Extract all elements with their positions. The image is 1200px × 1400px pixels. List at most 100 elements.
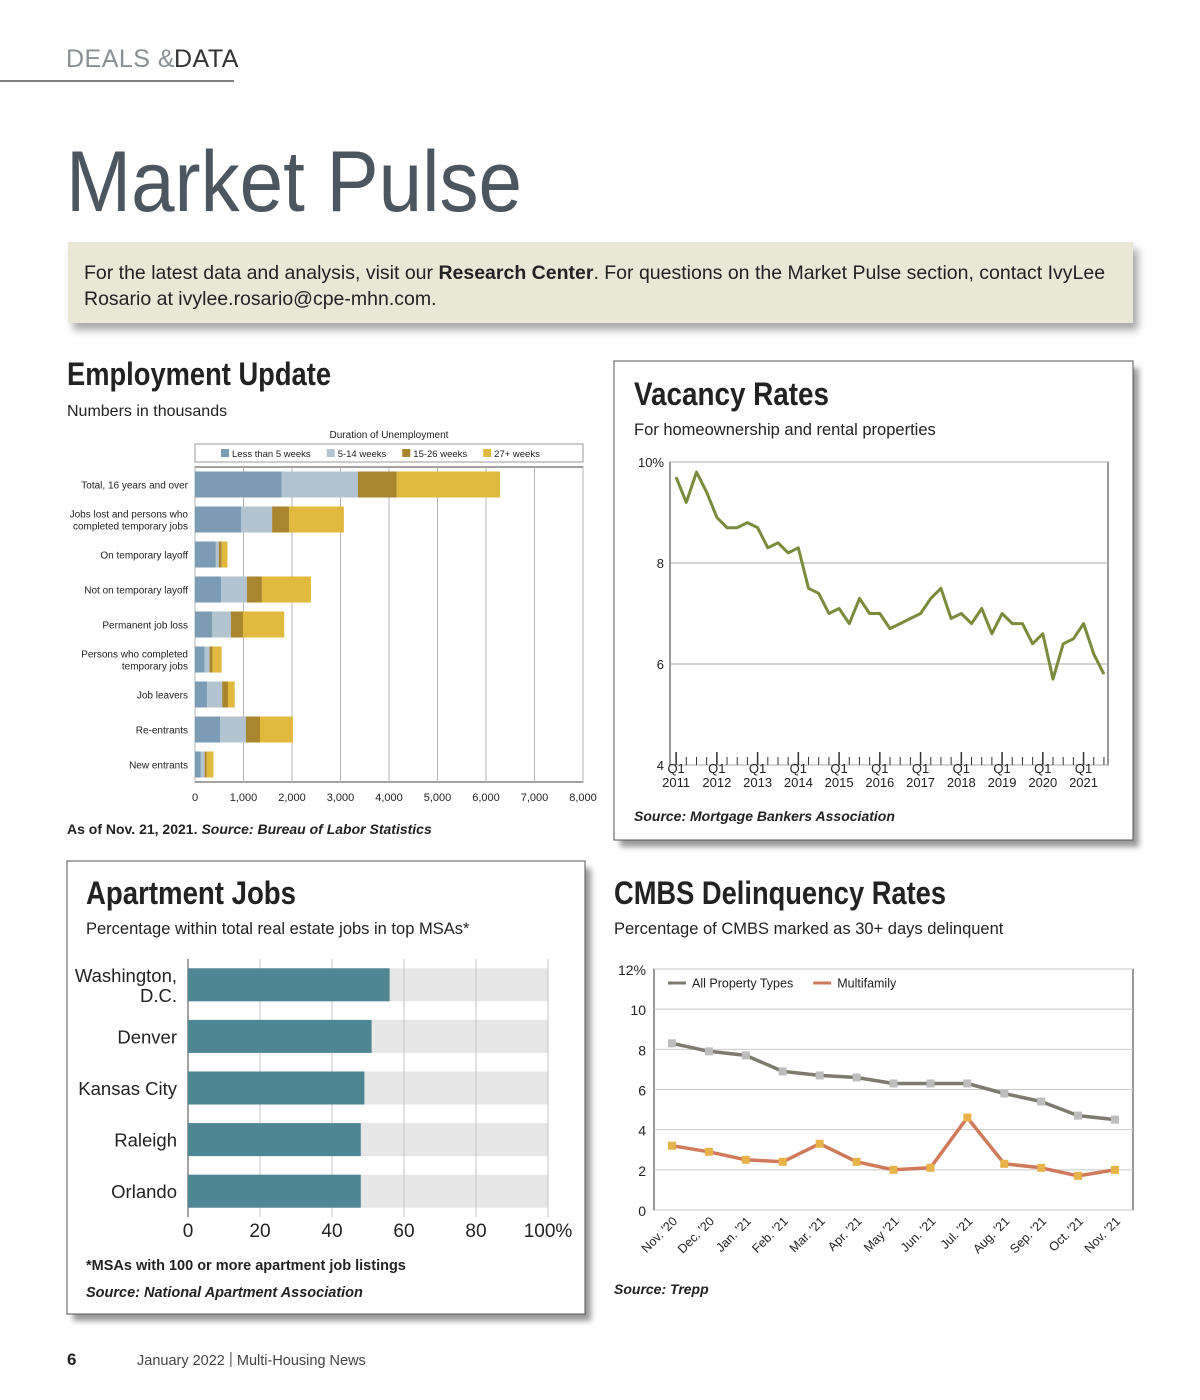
x-tick-label: Apr. '21 xyxy=(825,1214,865,1254)
x-tick-label: Oct. '21 xyxy=(1046,1214,1086,1254)
bar-segment xyxy=(221,541,228,568)
x-tick-label: Q1 2017 xyxy=(906,761,935,790)
point-marker xyxy=(963,1079,972,1088)
bar-segment xyxy=(220,716,246,743)
point-marker xyxy=(889,1165,898,1174)
y-tick-label: 2 xyxy=(638,1163,646,1179)
point-marker xyxy=(1074,1171,1083,1180)
y-tick-label: 12% xyxy=(618,962,646,978)
chart-title: CMBS Delinquency Rates xyxy=(614,875,946,911)
chart-source: Source: Mortgage Bankers Association xyxy=(634,808,895,824)
point-marker xyxy=(1074,1111,1083,1120)
x-tick-label: 0 xyxy=(192,792,198,804)
point-marker xyxy=(815,1071,824,1080)
bar-segment xyxy=(195,646,205,673)
bar-segment xyxy=(243,611,285,638)
x-tick-label: 4,000 xyxy=(375,792,403,804)
chart-source: Source: Trepp xyxy=(614,1281,709,1297)
chart-title: Vacancy Rates xyxy=(634,376,829,412)
point-marker xyxy=(963,1113,972,1122)
x-tick-label: Q1 2013 xyxy=(743,761,772,790)
x-tick-label: Q1 2021 xyxy=(1069,761,1098,790)
y-tick-label: 8 xyxy=(657,556,664,571)
point-marker xyxy=(704,1047,713,1056)
x-tick-label: Dec. '20 xyxy=(675,1214,717,1256)
point-marker xyxy=(778,1067,787,1076)
x-tick-label: Mar. '21 xyxy=(787,1214,828,1255)
x-tick-label: Q1 2019 xyxy=(988,761,1017,790)
bar-segment xyxy=(221,576,247,603)
bar-segment xyxy=(195,751,201,778)
note-text: As of Nov. 21, 2021. xyxy=(67,821,197,837)
footer-publication: Multi-Housing News xyxy=(237,1353,366,1369)
section-label: DEALS & xyxy=(66,45,175,73)
legend-label: All Property Types xyxy=(692,977,793,991)
point-marker xyxy=(1000,1159,1009,1168)
bar-segment xyxy=(204,646,210,673)
bar-segment xyxy=(195,716,221,743)
point-marker xyxy=(889,1079,898,1088)
point-marker xyxy=(668,1039,676,1048)
x-tick-label: Q1 2015 xyxy=(825,761,854,790)
bar xyxy=(188,1123,361,1157)
legend-title: Duration of Unemployment xyxy=(330,430,449,441)
page-number: 6 xyxy=(67,1350,76,1369)
category-label: Permanent job loss xyxy=(102,621,188,632)
bar-segment xyxy=(195,611,212,638)
legend-label: 5-14 weeks xyxy=(338,449,387,460)
bar-segment xyxy=(246,576,262,603)
category-label: Orlando xyxy=(111,1181,177,1202)
category-label: Denver xyxy=(117,1026,177,1047)
bar-segment xyxy=(212,646,222,673)
legend-swatch xyxy=(326,449,335,457)
legend-swatch xyxy=(402,449,411,457)
x-tick-label: 5,000 xyxy=(424,792,452,804)
bar-segment xyxy=(195,506,242,533)
point-marker xyxy=(1000,1089,1009,1098)
chart-subtitle: For homeownership and rental properties xyxy=(634,421,936,439)
category-label: Total, 16 years and over xyxy=(81,481,188,492)
y-tick-label: 10 xyxy=(630,1002,646,1018)
legend-label: 15-26 weeks xyxy=(413,449,467,460)
legend-label: Multifamily xyxy=(837,977,897,991)
x-tick-label: 20 xyxy=(249,1221,270,1242)
x-tick-label: Aug. '21 xyxy=(970,1214,1012,1256)
bar-segment xyxy=(207,681,223,708)
point-marker xyxy=(1037,1097,1046,1106)
category-label: Persons who completed temporary jobs xyxy=(81,650,188,673)
x-tick-label: May '21 xyxy=(861,1214,902,1255)
bar-segment xyxy=(227,681,235,708)
x-tick-label: Q1 2018 xyxy=(947,761,976,790)
legend-box xyxy=(194,443,584,463)
x-tick-label: 8,000 xyxy=(569,792,597,804)
x-tick-label: Feb. '21 xyxy=(749,1214,791,1256)
legend-swatch xyxy=(221,449,229,457)
point-marker xyxy=(741,1155,750,1164)
point-marker xyxy=(704,1147,713,1156)
chart-source: Source: National Apartment Association xyxy=(86,1285,363,1301)
chart-title: Employment Update xyxy=(67,356,331,392)
legend-label: 27+ weeks xyxy=(494,449,540,460)
category-label: Not on temporary layoff xyxy=(84,586,188,597)
category-label: Kansas City xyxy=(78,1078,177,1099)
bar-segment xyxy=(261,576,311,603)
x-tick-label: 7,000 xyxy=(521,792,549,804)
point-marker xyxy=(852,1073,861,1082)
x-tick-label: Q1 2016 xyxy=(865,761,894,790)
bar-segment xyxy=(209,646,213,673)
bar-segment xyxy=(204,751,207,778)
x-tick-label: Jan. '21 xyxy=(713,1214,754,1255)
legend-label: Less than 5 weeks xyxy=(232,449,311,460)
category-label: Job leavers xyxy=(137,691,188,702)
point-marker xyxy=(1111,1165,1119,1174)
chart-subtitle: Percentage within total real estate jobs… xyxy=(86,920,470,938)
research-center-link[interactable]: Research Center xyxy=(438,262,594,284)
chart-note: As of Nov. 21, 2021. Source: Bureau of La… xyxy=(67,821,432,837)
x-tick-label: 1,000 xyxy=(230,792,258,804)
page-title: Market Pulse xyxy=(66,134,522,230)
x-tick-label: Nov. '20 xyxy=(639,1214,680,1255)
x-tick-label: 40 xyxy=(321,1221,342,1242)
point-marker xyxy=(926,1079,935,1088)
